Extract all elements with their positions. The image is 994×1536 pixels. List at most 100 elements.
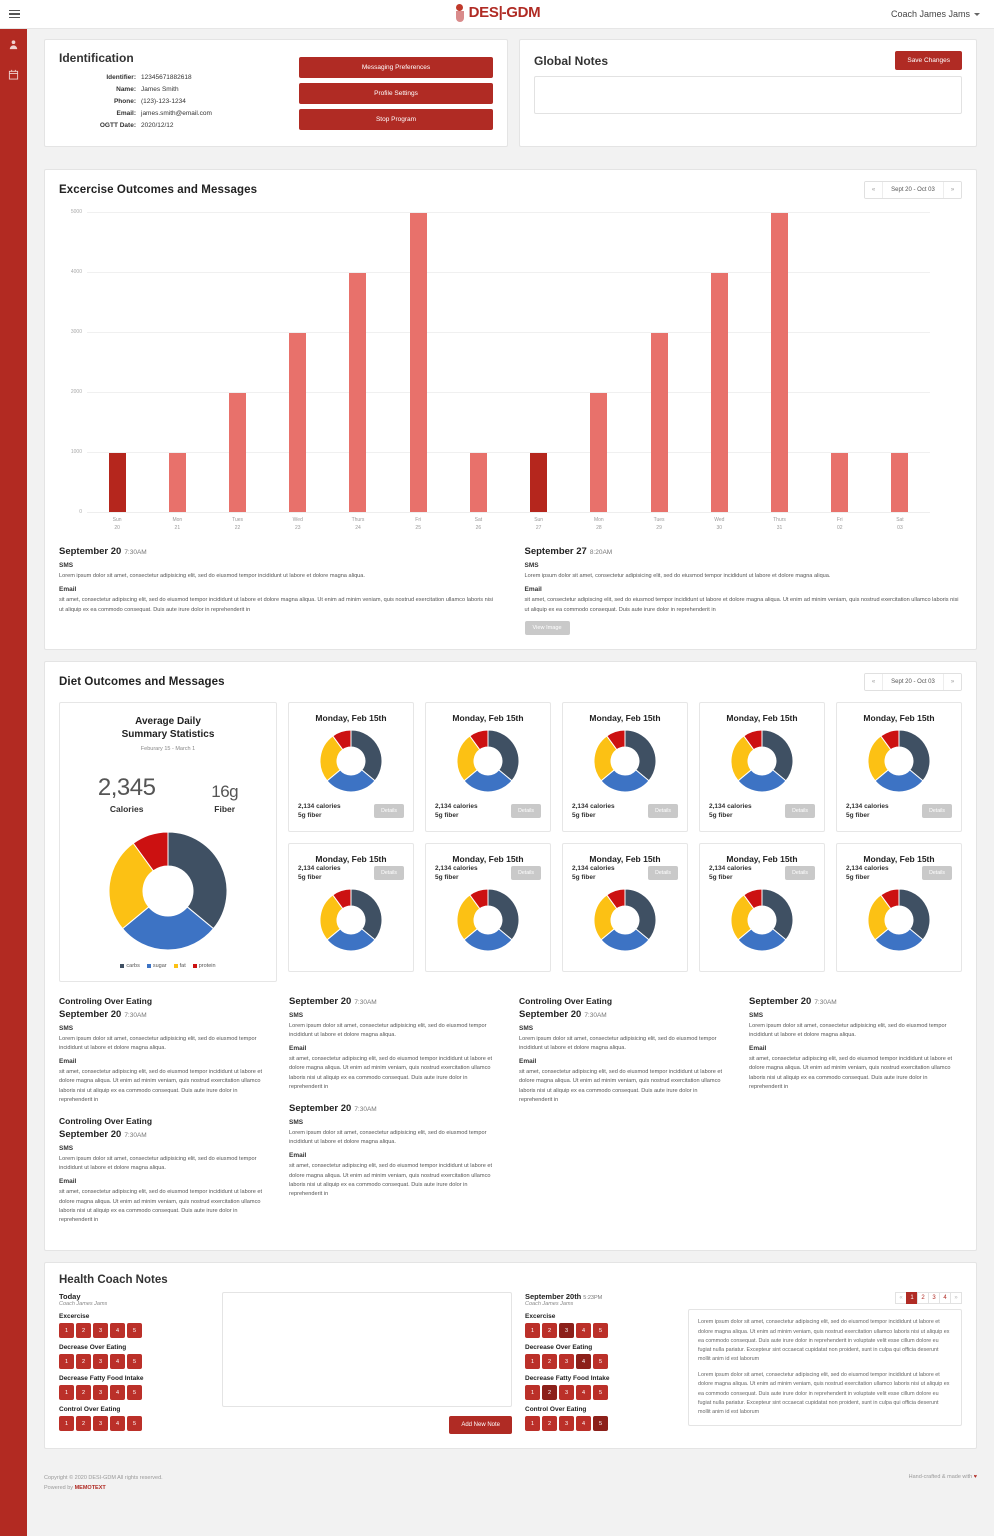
- rating-option[interactable]: 1: [59, 1323, 74, 1339]
- rating-option[interactable]: 1: [525, 1323, 540, 1339]
- bar[interactable]: [590, 393, 608, 514]
- rating-option[interactable]: 3: [559, 1416, 574, 1432]
- rating-option[interactable]: 1: [59, 1354, 74, 1370]
- bar[interactable]: [409, 213, 427, 514]
- bar[interactable]: [650, 333, 668, 514]
- rating-option[interactable]: 4: [576, 1385, 591, 1401]
- x-axis: [87, 512, 930, 514]
- day-card-values: 2,134 calories 5g fiber: [298, 802, 341, 820]
- legend-item: carbs: [120, 963, 140, 969]
- details-button[interactable]: Details: [648, 866, 678, 880]
- rating-option[interactable]: 4: [576, 1354, 591, 1370]
- rating-option[interactable]: 4: [576, 1323, 591, 1339]
- save-changes-button[interactable]: Save Changes: [895, 51, 962, 70]
- rating-option[interactable]: 5: [127, 1416, 142, 1432]
- rating-option[interactable]: 1: [59, 1385, 74, 1401]
- rating-option[interactable]: 4: [110, 1323, 125, 1339]
- rating-option[interactable]: 2: [542, 1416, 557, 1432]
- rating-option[interactable]: 5: [593, 1323, 608, 1339]
- rating-option[interactable]: 4: [576, 1416, 591, 1432]
- hamburger-icon[interactable]: [0, 9, 29, 19]
- profile-settings-button[interactable]: Profile Settings: [299, 83, 493, 104]
- global-notes-textarea[interactable]: [534, 76, 962, 114]
- day-card: Monday, Feb 15th 2,134 calories 5g fiber De…: [425, 842, 551, 973]
- sidebar-item-calendar[interactable]: [0, 59, 27, 89]
- messaging-preferences-button[interactable]: Messaging Preferences: [299, 57, 493, 78]
- rating-option[interactable]: 3: [93, 1385, 108, 1401]
- rating-option[interactable]: 1: [59, 1416, 74, 1432]
- calendar-icon: [8, 69, 19, 80]
- rating-option[interactable]: 3: [559, 1385, 574, 1401]
- user-menu[interactable]: Coach James Jams: [891, 9, 980, 19]
- field-label: Name:: [116, 86, 136, 94]
- details-button[interactable]: Details: [511, 866, 541, 880]
- details-button[interactable]: Details: [922, 804, 952, 819]
- bar[interactable]: [469, 453, 487, 514]
- rating-option[interactable]: 2: [542, 1323, 557, 1339]
- rating-option[interactable]: 5: [593, 1416, 608, 1432]
- rating-option[interactable]: 4: [110, 1354, 125, 1370]
- bar[interactable]: [349, 273, 367, 514]
- prev-range-button[interactable]: «: [865, 673, 882, 690]
- y-axis-tick: 3000: [70, 329, 82, 336]
- bar[interactable]: [168, 453, 186, 514]
- page-button[interactable]: »: [950, 1292, 962, 1305]
- rating-option[interactable]: 3: [93, 1354, 108, 1370]
- bar[interactable]: [289, 333, 307, 514]
- rating-option[interactable]: 1: [525, 1385, 540, 1401]
- bar[interactable]: [891, 453, 909, 514]
- message-date-text: September 27: [524, 546, 587, 558]
- details-button[interactable]: Details: [648, 804, 678, 819]
- rating-option[interactable]: 4: [110, 1385, 125, 1401]
- rating-option[interactable]: 5: [593, 1385, 608, 1401]
- prev-range-button[interactable]: «: [865, 182, 882, 199]
- pagination: «1 2 3 4»: [688, 1292, 962, 1305]
- rating-option[interactable]: 3: [93, 1416, 108, 1432]
- view-image-button[interactable]: View Image: [524, 620, 570, 635]
- next-range-button[interactable]: »: [944, 182, 961, 199]
- rating-option[interactable]: 2: [542, 1385, 557, 1401]
- details-button[interactable]: Details: [374, 866, 404, 880]
- details-button[interactable]: Details: [922, 866, 952, 880]
- page-active[interactable]: 1: [906, 1292, 918, 1305]
- details-button[interactable]: Details: [374, 804, 404, 819]
- add-new-note-button[interactable]: Add New Note: [449, 1416, 512, 1435]
- rating-option[interactable]: 3: [559, 1354, 574, 1370]
- rating-option[interactable]: 4: [110, 1416, 125, 1432]
- summary-card: Average Daily Summary Statistics Feburary…: [59, 701, 277, 982]
- rating-option[interactable]: 3: [93, 1323, 108, 1339]
- date-range-label[interactable]: Sept 20 - Oct 03: [882, 182, 944, 199]
- bar[interactable]: [530, 453, 548, 514]
- rating-option[interactable]: 2: [76, 1323, 91, 1339]
- day-card: Monday, Feb 15th 2,134 calories 5g fiber De…: [699, 701, 825, 832]
- rating-option[interactable]: 2: [76, 1416, 91, 1432]
- details-button[interactable]: Details: [511, 804, 541, 819]
- next-range-button[interactable]: »: [944, 673, 961, 690]
- bar[interactable]: [710, 273, 728, 514]
- day-donut-chart: [730, 888, 794, 954]
- stop-program-button[interactable]: Stop Program: [299, 109, 493, 130]
- rating-option[interactable]: 5: [127, 1354, 142, 1370]
- rating-option[interactable]: 1: [525, 1354, 540, 1370]
- bar[interactable]: [229, 393, 247, 514]
- bar[interactable]: [108, 453, 126, 514]
- message-date-text: September 20: [59, 546, 122, 558]
- new-note-textarea[interactable]: [222, 1292, 512, 1408]
- rating-option[interactable]: 5: [127, 1385, 142, 1401]
- brand-text: DES|-GDM: [468, 4, 541, 21]
- rating-option[interactable]: 2: [76, 1385, 91, 1401]
- date-range-label[interactable]: Sept 20 - Oct 03: [882, 673, 944, 690]
- rating-option[interactable]: 3: [559, 1323, 574, 1339]
- rating-option[interactable]: 2: [542, 1354, 557, 1370]
- rating-option[interactable]: 5: [127, 1323, 142, 1339]
- rating-option[interactable]: 1: [525, 1416, 540, 1432]
- diet-message-column: Controling Over Eating September 20 7:30AM…: [519, 996, 732, 1237]
- bar[interactable]: [831, 453, 849, 514]
- sidebar-item-patient[interactable]: [0, 29, 27, 59]
- criterion-label: Control Over Eating: [59, 1406, 121, 1414]
- details-button[interactable]: Details: [785, 866, 815, 880]
- details-button[interactable]: Details: [785, 804, 815, 819]
- rating-option[interactable]: 5: [593, 1354, 608, 1370]
- bar[interactable]: [771, 213, 789, 514]
- rating-option[interactable]: 2: [76, 1354, 91, 1370]
